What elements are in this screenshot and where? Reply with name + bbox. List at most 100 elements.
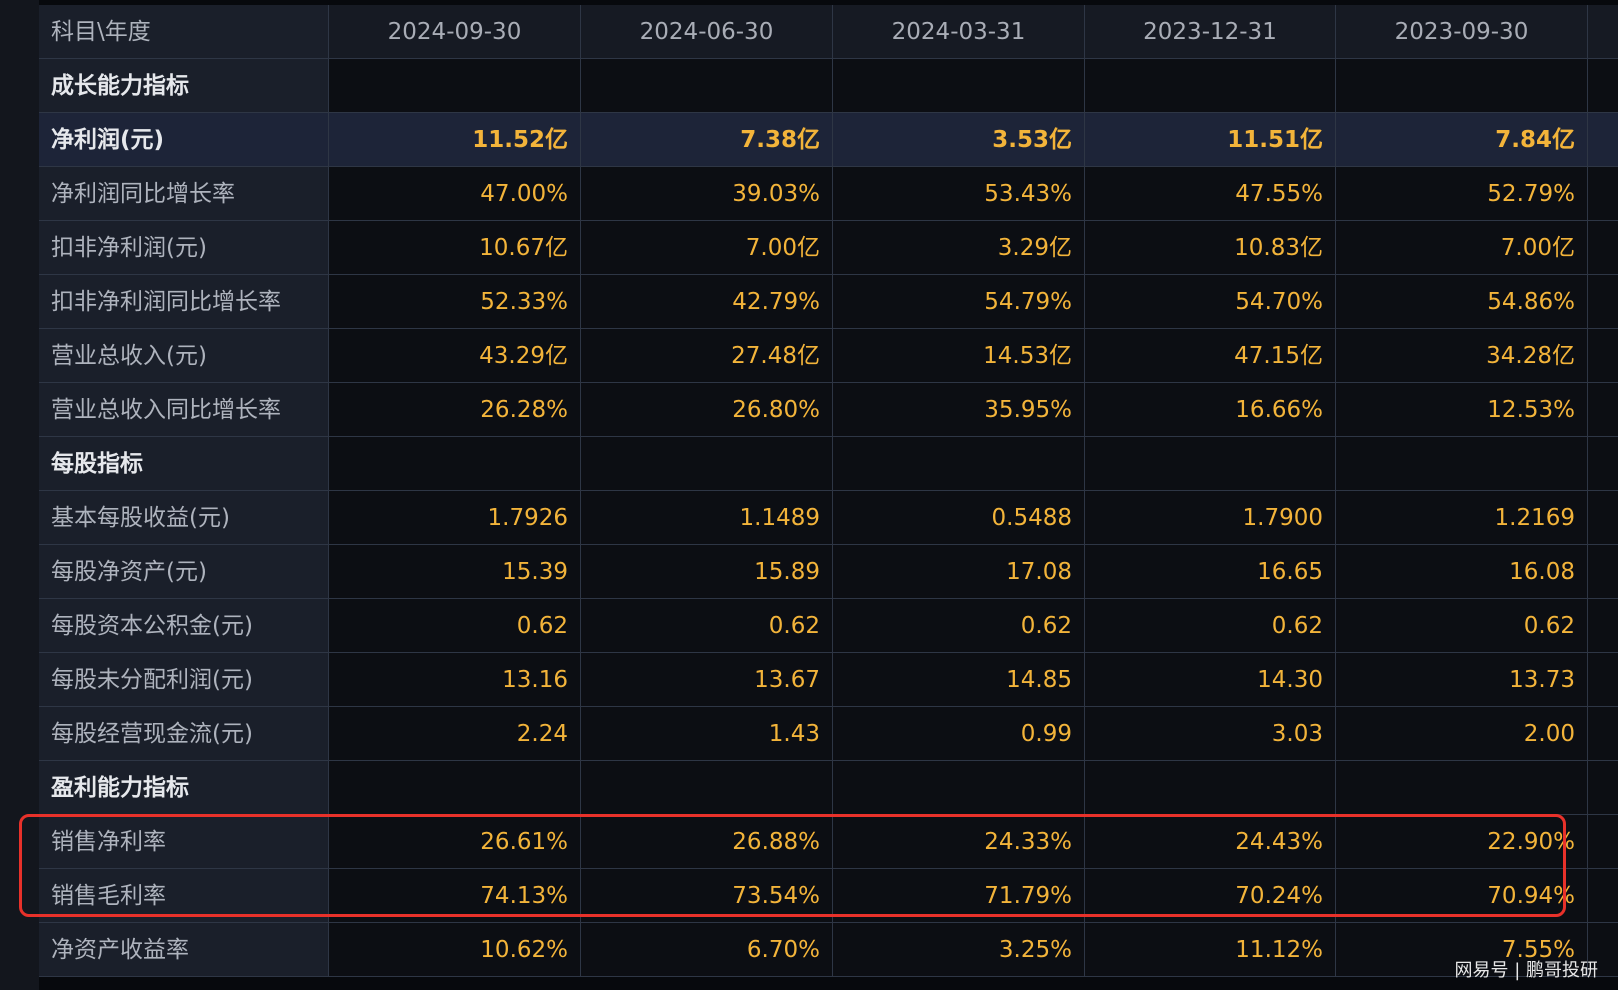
empty-cell xyxy=(1588,599,1618,653)
value-cell: 16.08 xyxy=(1336,545,1588,599)
empty-cell xyxy=(1588,815,1618,869)
row-label: 每股未分配利润(元) xyxy=(39,653,329,707)
row-label: 每股经营现金流(元) xyxy=(39,707,329,761)
value-cell: 2.24 xyxy=(329,707,581,761)
value-cell: 43.29亿 xyxy=(329,329,581,383)
value-cell: 3.03 xyxy=(1085,707,1336,761)
value-cell: 7.00亿 xyxy=(581,221,833,275)
header-cell: 2024-03-31 xyxy=(833,5,1085,59)
empty-cell xyxy=(329,59,581,113)
row-label: 营业总收入(元) xyxy=(39,329,329,383)
value-cell: 16.65 xyxy=(1085,545,1336,599)
value-cell: 53.43% xyxy=(833,167,1085,221)
value-cell: 0.5488 xyxy=(833,491,1085,545)
value-cell: 13.67 xyxy=(581,653,833,707)
watermark: 网易号 | 鹏哥投研 xyxy=(1454,960,1598,981)
value-cell: 1.7900 xyxy=(1085,491,1336,545)
row-label: 净利润同比增长率 xyxy=(39,167,329,221)
value-cell: 10.62% xyxy=(329,923,581,977)
row-label: 扣非净利润同比增长率 xyxy=(39,275,329,329)
header-cell: 科目\年度 xyxy=(39,5,329,59)
value-cell: 47.55% xyxy=(1085,167,1336,221)
empty-cell xyxy=(1588,545,1618,599)
empty-cell xyxy=(1588,275,1618,329)
empty-cell xyxy=(1336,59,1588,113)
value-cell: 26.80% xyxy=(581,383,833,437)
value-cell: 42.79% xyxy=(581,275,833,329)
empty-cell xyxy=(329,437,581,491)
value-cell: 26.88% xyxy=(581,815,833,869)
value-cell: 3.53亿 xyxy=(833,113,1085,167)
value-cell: 1.1489 xyxy=(581,491,833,545)
value-cell: 13.16 xyxy=(329,653,581,707)
value-cell: 26.61% xyxy=(329,815,581,869)
value-cell: 52.79% xyxy=(1336,167,1588,221)
empty-cell xyxy=(1588,491,1618,545)
value-cell: 7.38亿 xyxy=(581,113,833,167)
empty-cell xyxy=(1588,923,1618,977)
value-cell: 0.62 xyxy=(581,599,833,653)
value-cell: 11.12% xyxy=(1085,923,1336,977)
empty-cell xyxy=(1588,437,1618,491)
value-cell: 16.66% xyxy=(1085,383,1336,437)
value-cell: 7.00亿 xyxy=(1336,221,1588,275)
row-label: 扣非净利润(元) xyxy=(39,221,329,275)
value-cell: 7.55% xyxy=(1336,923,1588,977)
value-cell: 3.25% xyxy=(833,923,1085,977)
value-cell: 52.33% xyxy=(329,275,581,329)
value-cell: 12.53% xyxy=(1336,383,1588,437)
value-cell: 27.48亿 xyxy=(581,329,833,383)
value-cell: 14.30 xyxy=(1085,653,1336,707)
value-cell: 34.28亿 xyxy=(1336,329,1588,383)
empty-cell xyxy=(581,59,833,113)
empty-cell xyxy=(1588,383,1618,437)
row-label: 净资产收益率 xyxy=(39,923,329,977)
empty-cell xyxy=(1588,113,1618,167)
empty-cell xyxy=(1588,869,1618,923)
empty-cell xyxy=(833,437,1085,491)
section-label: 盈利能力指标 xyxy=(39,761,329,815)
row-label: 销售净利率 xyxy=(39,815,329,869)
value-cell: 39.03% xyxy=(581,167,833,221)
value-cell: 54.79% xyxy=(833,275,1085,329)
value-cell: 22.90% xyxy=(1336,815,1588,869)
value-cell: 17.08 xyxy=(833,545,1085,599)
value-cell: 54.70% xyxy=(1085,275,1336,329)
value-cell: 24.33% xyxy=(833,815,1085,869)
value-cell: 1.7926 xyxy=(329,491,581,545)
value-cell: 1.43 xyxy=(581,707,833,761)
value-cell: 15.39 xyxy=(329,545,581,599)
value-cell: 11.51亿 xyxy=(1085,113,1336,167)
highlight-box xyxy=(19,814,1566,917)
value-cell: 15.89 xyxy=(581,545,833,599)
value-cell: 3.29亿 xyxy=(833,221,1085,275)
empty-cell xyxy=(329,761,581,815)
empty-cell xyxy=(1588,59,1618,113)
value-cell: 10.67亿 xyxy=(329,221,581,275)
value-cell: 13.73 xyxy=(1336,653,1588,707)
value-cell: 26.28% xyxy=(329,383,581,437)
value-cell: 0.62 xyxy=(833,599,1085,653)
empty-cell xyxy=(1588,329,1618,383)
value-cell: 47.15亿 xyxy=(1085,329,1336,383)
empty-cell xyxy=(1085,437,1336,491)
value-cell: 0.62 xyxy=(329,599,581,653)
value-cell: 54.86% xyxy=(1336,275,1588,329)
value-cell: 2.00 xyxy=(1336,707,1588,761)
row-label: 每股资本公积金(元) xyxy=(39,599,329,653)
empty-cell xyxy=(581,761,833,815)
header-cell: 2023-09-30 xyxy=(1336,5,1588,59)
empty-cell xyxy=(1588,221,1618,275)
header-cell: 2024-06-30 xyxy=(581,5,833,59)
value-cell: 47.00% xyxy=(329,167,581,221)
value-cell: 24.43% xyxy=(1085,815,1336,869)
empty-cell xyxy=(833,761,1085,815)
empty-cell xyxy=(1085,59,1336,113)
empty-cell xyxy=(833,59,1085,113)
header-cell xyxy=(1588,5,1618,59)
empty-cell xyxy=(1085,761,1336,815)
row-label: 营业总收入同比增长率 xyxy=(39,383,329,437)
value-cell: 11.52亿 xyxy=(329,113,581,167)
